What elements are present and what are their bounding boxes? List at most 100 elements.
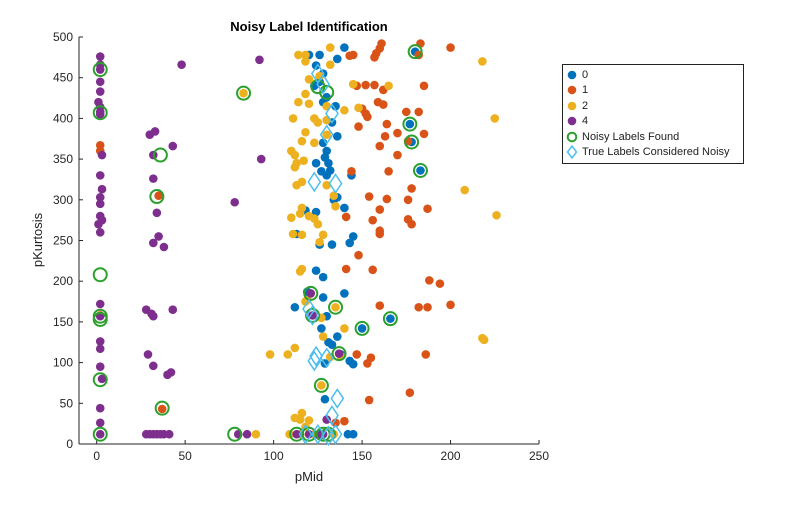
point-class-4 — [306, 289, 316, 298]
y-tick-label: 50 — [60, 396, 74, 410]
point-class-1 — [375, 205, 385, 214]
point-class-4 — [159, 242, 169, 252]
point-class-4 — [242, 429, 252, 439]
point-class-2 — [294, 97, 303, 107]
point-class-0 — [357, 324, 367, 333]
point-class-2 — [288, 114, 298, 123]
point-class-0 — [331, 101, 340, 111]
point-class-4 — [95, 403, 105, 413]
point-class-1 — [341, 212, 351, 222]
point-class-2 — [354, 103, 363, 113]
point-class-2 — [348, 79, 358, 89]
point-class-1 — [414, 302, 423, 312]
point-class-0 — [340, 43, 349, 52]
noisy-label-found-marker — [319, 84, 335, 100]
point-class-2 — [297, 136, 307, 146]
point-class-2 — [288, 229, 298, 239]
point-class-1 — [368, 215, 377, 225]
point-class-2 — [325, 60, 335, 69]
point-class-4 — [95, 418, 105, 428]
point-class-2 — [283, 350, 293, 359]
circle-marker-icon — [566, 131, 578, 143]
point-class-1 — [382, 119, 392, 129]
circle-marker-icon — [566, 115, 578, 127]
point-class-2 — [295, 209, 305, 218]
point-class-0 — [333, 132, 342, 141]
y-tick-label: 500 — [53, 30, 73, 44]
circle-marker-icon — [566, 69, 578, 81]
noisy-label-found-marker — [149, 189, 165, 205]
point-class-0 — [327, 240, 337, 249]
point-class-1 — [393, 150, 402, 160]
y-tick-label: 450 — [53, 71, 73, 85]
point-class-4 — [164, 429, 174, 439]
point-class-4 — [149, 238, 158, 248]
x-tick-label: 0 — [93, 449, 100, 463]
point-class-1 — [340, 416, 349, 426]
legend-label: 2 — [582, 99, 589, 112]
point-class-4 — [149, 311, 158, 321]
point-class-2 — [329, 191, 339, 201]
point-class-1 — [421, 350, 431, 359]
legend-label: 4 — [582, 115, 589, 128]
point-class-4 — [95, 171, 105, 180]
y-tick-label: 200 — [53, 274, 73, 288]
x-tick-label: 250 — [529, 449, 549, 463]
point-class-2 — [331, 202, 340, 211]
point-class-1 — [407, 184, 416, 193]
true-label-noisy-marker — [305, 305, 320, 326]
point-class-1 — [331, 418, 340, 428]
noisy-label-found-marker — [92, 267, 108, 283]
point-class-1 — [382, 194, 392, 204]
noisy-label-found-marker — [92, 311, 108, 327]
circle-marker-icon — [566, 100, 578, 112]
y-tick-label: 250 — [53, 234, 73, 248]
point-class-2 — [325, 43, 335, 52]
point-class-0 — [318, 272, 328, 282]
point-class-0 — [324, 158, 333, 168]
point-class-4 — [97, 374, 107, 384]
point-class-0 — [327, 340, 337, 349]
point-class-1 — [364, 192, 374, 201]
point-class-4 — [95, 77, 105, 87]
point-class-4 — [95, 87, 105, 96]
point-class-4 — [143, 350, 153, 359]
point-class-0 — [340, 203, 349, 213]
noisy-label-found-marker — [331, 346, 347, 362]
noisy-label-found-marker — [227, 426, 243, 442]
true-label-noisy-marker — [319, 347, 334, 369]
noisy-label-found-marker — [152, 147, 168, 163]
legend-label: True Labels Considered Noisy — [582, 146, 730, 159]
noisy-label-found-marker — [92, 105, 108, 121]
legend-entry-noisy-labels-found: Noisy Labels Found — [563, 129, 743, 145]
noisy-label-found-marker — [382, 311, 398, 327]
point-class-2 — [299, 156, 308, 166]
point-class-2 — [287, 213, 296, 223]
point-class-4 — [256, 154, 266, 164]
point-class-2 — [317, 381, 326, 390]
true-label-noisy-marker — [325, 103, 339, 124]
point-class-1 — [384, 167, 393, 176]
point-class-1 — [407, 219, 416, 229]
y-tick-label: 100 — [53, 356, 73, 370]
point-class-4 — [292, 429, 301, 439]
point-class-0 — [320, 394, 330, 404]
point-class-0 — [405, 119, 415, 129]
point-class-2 — [313, 219, 323, 229]
x-tick-label: 150 — [352, 449, 372, 463]
point-class-4 — [149, 174, 158, 183]
point-class-0 — [315, 50, 324, 60]
point-class-1 — [354, 250, 363, 260]
point-class-4 — [304, 429, 314, 439]
point-class-1 — [414, 107, 423, 117]
point-class-4 — [150, 127, 160, 136]
point-class-2 — [290, 150, 300, 160]
point-class-2 — [239, 88, 248, 98]
point-class-0 — [318, 293, 328, 302]
y-tick-label: 300 — [53, 193, 73, 207]
x-tick-label: 200 — [441, 449, 461, 463]
point-class-0 — [311, 61, 321, 70]
point-class-2 — [318, 230, 328, 240]
point-class-4 — [95, 65, 105, 74]
point-class-4 — [334, 349, 344, 358]
